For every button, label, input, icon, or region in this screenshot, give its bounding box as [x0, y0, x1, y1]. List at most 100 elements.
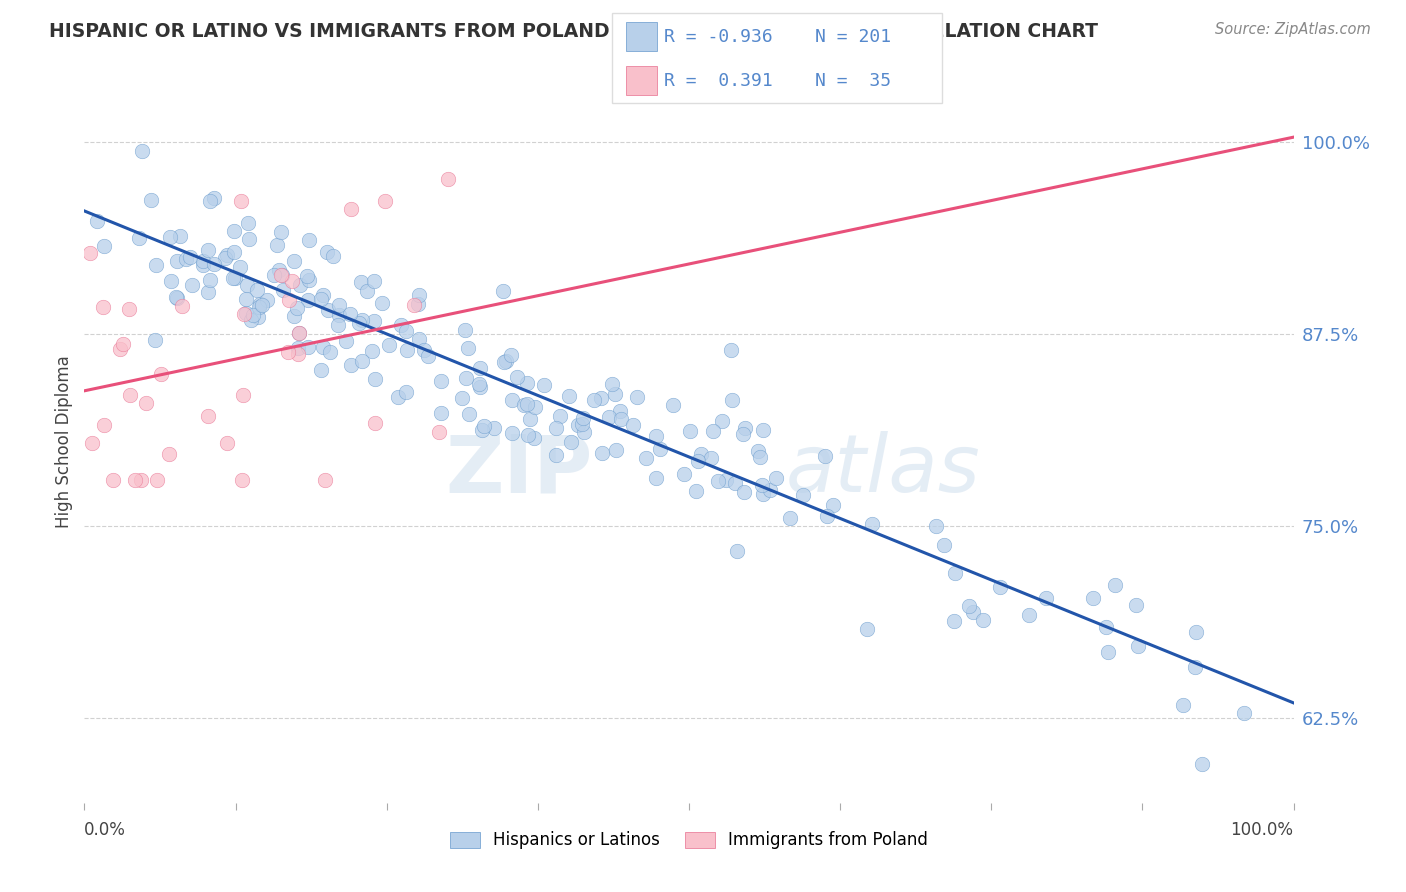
Point: [945, 566, 967, 580]
Point: [752, 487, 775, 501]
Point: [363, 314, 385, 328]
Point: [328, 318, 350, 332]
Point: [165, 290, 187, 304]
Text: 100.0%: 100.0%: [1230, 822, 1294, 839]
Point: [235, 293, 257, 307]
Point: [270, 268, 292, 283]
Point: [118, 388, 141, 402]
Point: [231, 194, 253, 208]
Point: [231, 473, 253, 487]
Point: [1097, 645, 1119, 659]
Point: [288, 326, 311, 341]
Point: [180, 277, 202, 292]
Point: [471, 423, 494, 437]
Point: [309, 363, 332, 377]
Point: [572, 425, 595, 439]
Legend: Hispanics or Latinos, Immigrants from Poland: Hispanics or Latinos, Immigrants from Po…: [443, 824, 935, 856]
Point: [263, 268, 285, 283]
Point: [200, 194, 222, 208]
Point: [247, 310, 270, 324]
Point: [733, 427, 755, 442]
Point: [759, 483, 782, 498]
Point: [492, 284, 515, 298]
Point: [224, 271, 246, 285]
Point: [235, 306, 257, 320]
Point: [430, 406, 453, 420]
Point: [605, 387, 627, 401]
Point: [516, 376, 538, 391]
Point: [93, 417, 115, 432]
Point: [131, 145, 153, 159]
Point: [1233, 706, 1256, 720]
Point: [340, 202, 363, 216]
Point: [277, 293, 299, 307]
Point: [179, 250, 201, 264]
Point: [360, 344, 382, 359]
Text: ZIP: ZIP: [444, 432, 592, 509]
Point: [560, 434, 582, 449]
Point: [256, 293, 278, 307]
Point: [1018, 607, 1040, 622]
Point: [591, 391, 613, 405]
Point: [224, 224, 246, 238]
Point: [356, 284, 378, 298]
Point: [856, 622, 879, 636]
Point: [347, 316, 370, 330]
Point: [453, 323, 475, 337]
Point: [191, 254, 214, 268]
Point: [962, 605, 984, 619]
Point: [650, 442, 672, 457]
Point: [451, 391, 474, 405]
Point: [214, 251, 236, 265]
Point: [93, 239, 115, 253]
Point: [546, 421, 568, 435]
Point: [328, 298, 350, 312]
Point: [101, 473, 124, 487]
Point: [124, 473, 146, 487]
Point: [297, 273, 319, 287]
Point: [943, 614, 966, 628]
Point: [499, 348, 522, 362]
Point: [430, 375, 453, 389]
Point: [319, 345, 342, 359]
Point: [990, 580, 1012, 594]
Point: [143, 333, 166, 347]
Point: [269, 263, 291, 277]
Point: [235, 277, 257, 292]
Point: [815, 509, 838, 524]
Point: [720, 343, 742, 358]
Point: [389, 318, 412, 333]
Point: [270, 268, 292, 282]
Point: [339, 307, 361, 321]
Point: [734, 420, 756, 434]
Point: [311, 293, 333, 307]
Point: [159, 230, 181, 244]
Point: [287, 326, 309, 341]
Point: [702, 424, 724, 438]
Point: [720, 393, 742, 408]
Point: [287, 347, 309, 361]
Point: [111, 337, 134, 351]
Point: [266, 237, 288, 252]
Point: [340, 358, 363, 372]
Point: [501, 425, 523, 440]
Point: [610, 412, 633, 426]
Text: N = 201: N = 201: [815, 28, 891, 45]
Point: [166, 254, 188, 268]
Point: [118, 302, 141, 317]
Point: [673, 467, 696, 481]
Text: 0.0%: 0.0%: [84, 822, 127, 839]
Point: [408, 288, 430, 302]
Point: [501, 392, 523, 407]
Point: [322, 249, 344, 263]
Point: [408, 332, 430, 346]
Point: [686, 454, 709, 468]
Point: [128, 231, 150, 245]
Point: [160, 274, 183, 288]
Point: [427, 425, 450, 440]
Point: [482, 421, 505, 435]
Point: [468, 361, 491, 376]
Point: [634, 450, 657, 465]
Point: [271, 283, 294, 297]
Point: [287, 341, 309, 355]
